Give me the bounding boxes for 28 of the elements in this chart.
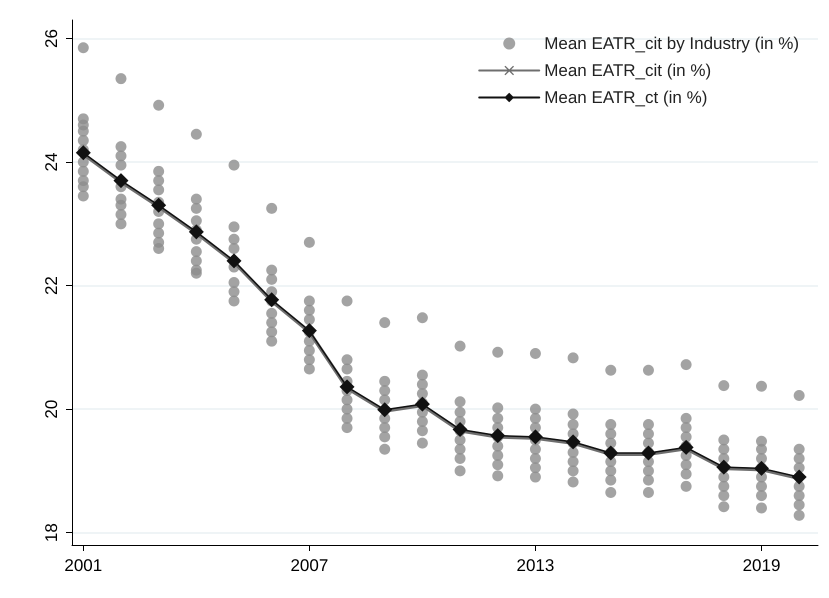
point bbox=[716, 460, 732, 475]
y-tick-label: 22 bbox=[42, 276, 61, 296]
x-tick-label: 2001 bbox=[64, 556, 102, 575]
point bbox=[603, 445, 618, 460]
y-tick-label: 18 bbox=[42, 523, 61, 542]
point bbox=[302, 323, 317, 338]
legend-label: Mean EATR_cit by Industry (in %) bbox=[544, 34, 800, 53]
point bbox=[792, 470, 807, 485]
point bbox=[452, 422, 468, 437]
point bbox=[754, 460, 769, 476]
point bbox=[264, 292, 280, 308]
y-tick-label: 24 bbox=[42, 152, 61, 172]
point bbox=[490, 428, 506, 444]
point bbox=[640, 445, 656, 460]
legend-label: Mean EATR_ct (in %) bbox=[544, 88, 708, 107]
point bbox=[566, 434, 581, 450]
x-tick-label: 2019 bbox=[742, 556, 780, 575]
point bbox=[414, 396, 430, 412]
point bbox=[76, 145, 91, 160]
point bbox=[528, 429, 543, 444]
point bbox=[678, 440, 694, 455]
point bbox=[340, 379, 355, 394]
x-tick-label: 2013 bbox=[516, 556, 554, 575]
legend-label: Mean EATR_cit (in %) bbox=[544, 61, 712, 80]
point bbox=[377, 402, 392, 418]
x-tick-label: 2007 bbox=[290, 556, 328, 575]
y-tick-label: 26 bbox=[42, 29, 61, 48]
y-tick-label: 20 bbox=[42, 400, 61, 419]
